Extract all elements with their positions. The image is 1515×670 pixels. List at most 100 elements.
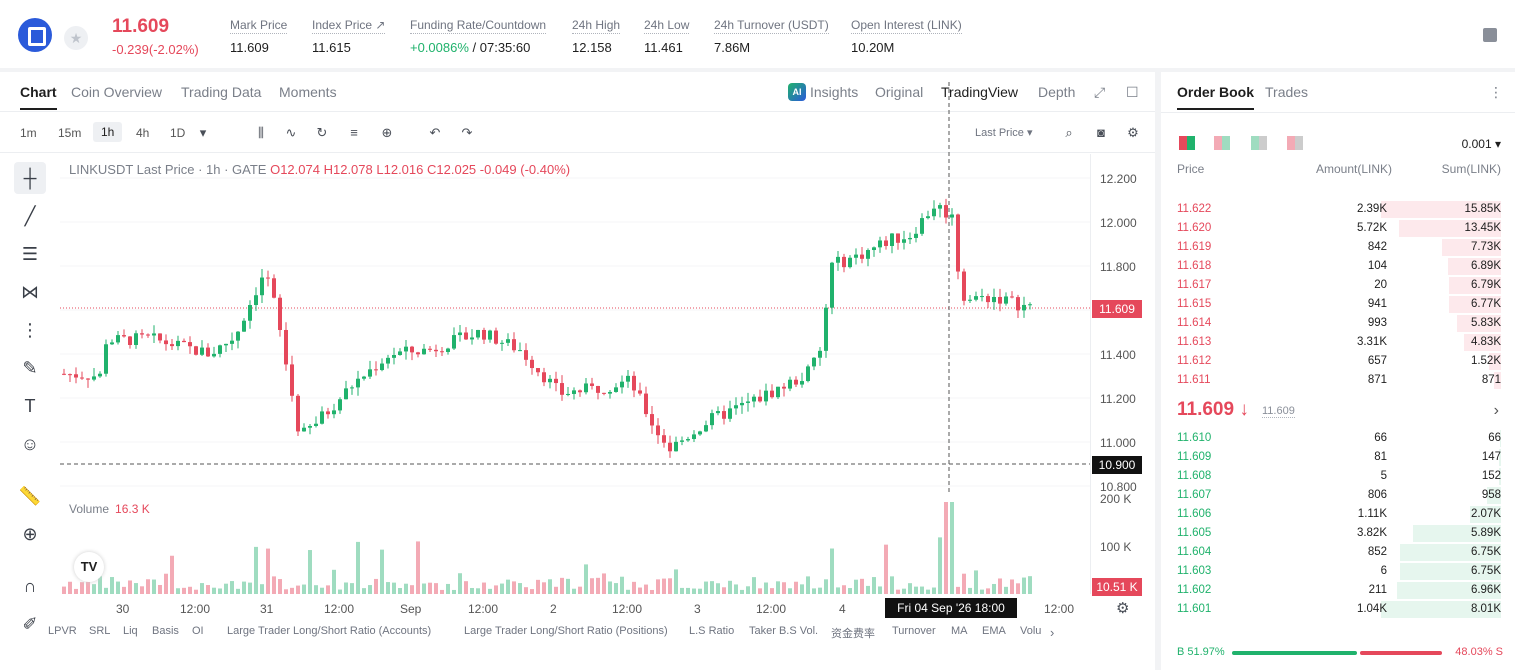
indicator-item[interactable]: EMA bbox=[982, 625, 1006, 637]
time-axis[interactable]: 30 12:00 31 12:00 Sep 12:00 2 12:00 3 12… bbox=[60, 596, 1090, 618]
precision-select[interactable]: 0.001 ▾ bbox=[1461, 137, 1501, 151]
bid-row[interactable]: 11.605 3.82K 5.89K bbox=[1161, 524, 1515, 543]
chevron-right-icon[interactable]: › bbox=[1050, 625, 1055, 640]
bid-row[interactable]: 11.604 852 6.75K bbox=[1161, 543, 1515, 562]
indicator-item[interactable]: Basis bbox=[152, 625, 179, 637]
window-icon[interactable]: ☐ bbox=[1126, 84, 1139, 100]
view-asks-icon[interactable] bbox=[1287, 136, 1303, 150]
pattern-icon[interactable]: ⋈ bbox=[21, 282, 39, 302]
notebook-icon[interactable] bbox=[1483, 28, 1497, 42]
price-axis[interactable]: 12.200 12.000 11.800 11.400 11.200 11.00… bbox=[1090, 154, 1155, 594]
indicator-item[interactable]: SRL bbox=[89, 625, 111, 637]
indicators-icon[interactable]: ∿ bbox=[285, 125, 297, 140]
volume-bar bbox=[884, 544, 888, 594]
ask-row[interactable]: 11.613 3.31K 4.83K bbox=[1161, 333, 1515, 352]
tab-moments[interactable]: Moments bbox=[279, 84, 337, 100]
timeframe-1h[interactable]: 1h bbox=[93, 122, 123, 142]
indicator-item[interactable]: OI bbox=[192, 625, 204, 637]
indicator-item[interactable]: MA bbox=[951, 625, 968, 637]
volume-chart[interactable] bbox=[60, 494, 1090, 596]
candle-body bbox=[758, 396, 762, 402]
bid-row[interactable]: 11.608 5 152 bbox=[1161, 467, 1515, 486]
settings-list-icon[interactable]: ≡ bbox=[350, 125, 358, 140]
zoom-in-icon[interactable]: ⊕ bbox=[22, 524, 38, 544]
ask-row[interactable]: 11.619 842 7.73K bbox=[1161, 238, 1515, 257]
indicator-item[interactable]: Large Trader Long/Short Ratio (Positions… bbox=[464, 625, 668, 637]
gear-icon[interactable]: ⚙ bbox=[1127, 125, 1139, 140]
view-bids-icon[interactable] bbox=[1251, 136, 1267, 150]
ask-row[interactable]: 11.620 5.72K 13.45K bbox=[1161, 219, 1515, 238]
indicator-item[interactable]: 资金费率 bbox=[831, 628, 875, 640]
add-indicator-icon[interactable]: ⊕ bbox=[381, 125, 393, 140]
pencil-lock-icon[interactable]: ✐ bbox=[22, 614, 38, 634]
favorite-star-icon[interactable]: ★ bbox=[64, 26, 88, 50]
replay-icon[interactable]: ↻ bbox=[316, 125, 328, 140]
crosshair-icon[interactable]: ┼ bbox=[14, 162, 46, 194]
tab-insights[interactable]: Insights bbox=[810, 84, 859, 100]
index-price-stat[interactable]: Index Price ↗ 11.615 bbox=[312, 18, 386, 55]
expand-icon[interactable]: ⤢ bbox=[1094, 84, 1106, 100]
timeframe-dropdown-icon[interactable]: ▾ bbox=[199, 125, 207, 140]
ruler-icon[interactable]: 📏 bbox=[18, 486, 42, 506]
bid-row[interactable]: 11.609 81 147 bbox=[1161, 448, 1515, 467]
ask-row[interactable]: 11.612 657 1.52K bbox=[1161, 352, 1515, 371]
time-tick: 12:00 bbox=[756, 602, 787, 616]
more-icon[interactable]: ⋮ bbox=[1489, 84, 1503, 100]
timeframe-1m[interactable]: 1m bbox=[20, 126, 37, 140]
tab-trading-data[interactable]: Trading Data bbox=[181, 84, 262, 100]
timeframe-1d[interactable]: 1D bbox=[170, 126, 186, 140]
ask-row[interactable]: 11.622 2.39K 15.85K bbox=[1161, 200, 1515, 219]
ask-row[interactable]: 11.611 871 871 bbox=[1161, 371, 1515, 390]
ask-row[interactable]: 11.615 941 6.77K bbox=[1161, 295, 1515, 314]
trendline-icon[interactable]: ╱ bbox=[24, 206, 36, 226]
indicator-item[interactable]: L.S Ratio bbox=[689, 625, 735, 637]
brush-icon[interactable]: ✎ bbox=[22, 358, 38, 378]
indicator-item[interactable]: Liq bbox=[123, 625, 138, 637]
view-both-icon[interactable] bbox=[1179, 136, 1195, 150]
indicator-item[interactable]: Large Trader Long/Short Ratio (Accounts) bbox=[227, 625, 432, 637]
text-tool-icon[interactable]: T bbox=[24, 396, 36, 416]
tab-coin-overview[interactable]: Coin Overview bbox=[71, 84, 163, 100]
ask-row[interactable]: 11.614 993 5.83K bbox=[1161, 314, 1515, 333]
tab-depth[interactable]: Depth bbox=[1038, 84, 1076, 100]
timeframe-15m[interactable]: 15m bbox=[58, 126, 82, 140]
bid-row[interactable]: 11.606 1.11K 2.07K bbox=[1161, 505, 1515, 524]
funding-rate-stat[interactable]: Funding Rate/Countdown +0.0086% / 07:35:… bbox=[410, 18, 547, 55]
bid-row[interactable]: 11.610 66 66 bbox=[1161, 429, 1515, 448]
price-source-select[interactable]: Last Price ▾ bbox=[975, 127, 1033, 139]
candle-body bbox=[212, 353, 216, 357]
indicator-item[interactable]: Taker B.S Vol. bbox=[749, 625, 819, 637]
undo-icon[interactable]: ↶ bbox=[429, 125, 441, 140]
mark-price-stat[interactable]: Mark Price 11.609 bbox=[230, 18, 288, 55]
timeframe-4h[interactable]: 4h bbox=[136, 126, 150, 140]
bid-row[interactable]: 11.607 806 958 bbox=[1161, 486, 1515, 505]
tab-tradingview[interactable]: TradingView bbox=[941, 84, 1019, 100]
tab-chart[interactable]: Chart bbox=[20, 84, 57, 110]
bid-row[interactable]: 11.602 211 6.96K bbox=[1161, 581, 1515, 600]
chart-settings-icon[interactable]: ⚙ bbox=[1116, 600, 1130, 617]
candle-type-icon[interactable]: ⫼ bbox=[258, 125, 264, 140]
search-icon[interactable]: ⌕ bbox=[1065, 125, 1073, 140]
magnet-icon[interactable]: ∩ bbox=[23, 576, 37, 596]
ask-row[interactable]: 11.618 104 6.89K bbox=[1161, 257, 1515, 276]
tab-trades[interactable]: Trades bbox=[1265, 84, 1309, 100]
redo-icon[interactable]: ↷ bbox=[461, 125, 473, 140]
indicator-item[interactable]: LPVR bbox=[48, 625, 77, 637]
tab-order-book[interactable]: Order Book bbox=[1177, 84, 1255, 110]
horizontal-lines-icon[interactable]: ☰ bbox=[21, 244, 39, 264]
view-alt-icon[interactable] bbox=[1214, 136, 1230, 150]
chevron-right-icon[interactable]: › bbox=[1493, 402, 1499, 419]
bid-row[interactable]: 11.603 6 6.75K bbox=[1161, 562, 1515, 581]
indicator-item[interactable]: Volu bbox=[1020, 625, 1042, 637]
candlestick-chart[interactable] bbox=[60, 82, 1090, 494]
tab-original[interactable]: Original bbox=[875, 84, 924, 100]
fib-icon[interactable]: ⋮ bbox=[21, 320, 39, 340]
camera-icon[interactable]: ◙ bbox=[1097, 125, 1105, 140]
chart-tabs: Chart Coin Overview Trading Data Moments… bbox=[0, 72, 1155, 112]
indicator-item[interactable]: Turnover bbox=[892, 625, 936, 637]
ask-row[interactable]: 11.617 20 6.79K bbox=[1161, 276, 1515, 295]
time-tick: 12:00 bbox=[468, 602, 499, 616]
tradingview-logo-icon[interactable]: TV bbox=[74, 552, 104, 582]
emoji-icon[interactable]: ☺ bbox=[20, 434, 40, 454]
bid-row[interactable]: 11.601 1.04K 8.01K bbox=[1161, 600, 1515, 619]
